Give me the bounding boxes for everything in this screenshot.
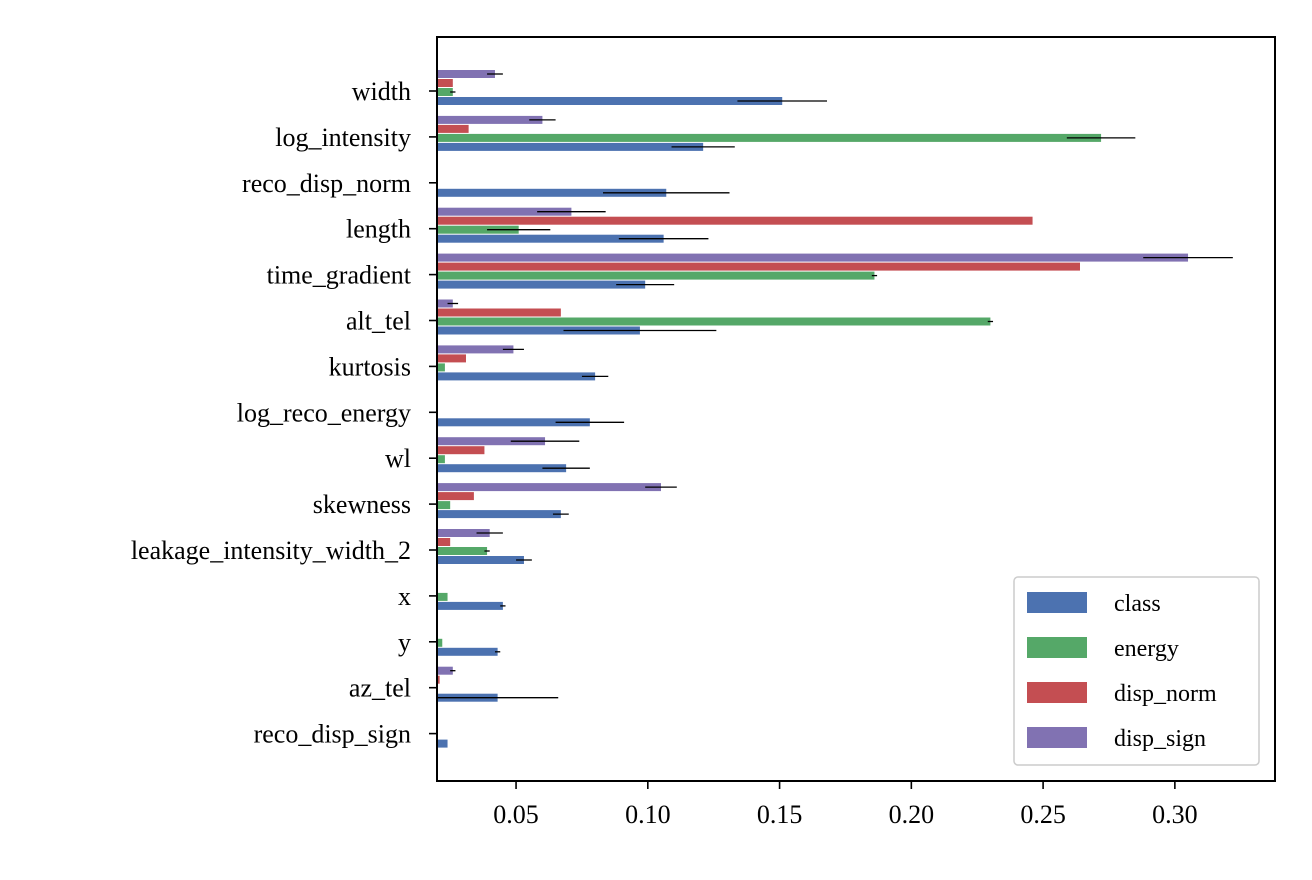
y-tick-label-leakage_intensity_width_2: leakage_intensity_width_2 [131,536,411,565]
bar-class-wl [437,464,567,473]
bar-disp_norm-az_tel [437,675,440,684]
bar-disp_norm-alt_tel [437,308,561,317]
y-tick-label-log_intensity: log_intensity [275,123,411,152]
y-tick-label-y: y [398,628,411,657]
y-tick-label-kurtosis: kurtosis [329,352,411,381]
y-tick-label-alt_tel: alt_tel [346,307,411,336]
bar-disp_sign-width [437,70,495,78]
bar-energy-x [437,592,448,601]
bars-layer [437,70,1189,748]
bar-disp_norm-log_intensity [437,124,469,133]
bar-disp_sign-az_tel [437,666,453,675]
bar-disp_norm-kurtosis [437,354,466,363]
y-tick-label-az_tel: az_tel [349,674,411,703]
bar-energy-skewness [437,501,451,510]
bar-disp_sign-time_gradient [437,253,1189,262]
y-tick-label-time_gradient: time_gradient [267,261,412,290]
bar-energy-length [437,225,519,234]
legend-label-energy: energy [1114,636,1179,662]
bar-disp_sign-alt_tel [437,299,453,308]
bar-class-length [437,234,664,243]
x-tick-label: 0.15 [757,800,803,829]
bar-disp_sign-leakage_intensity_width_2 [437,529,490,537]
bar-class-kurtosis [437,372,596,381]
bar-energy-kurtosis [437,363,445,372]
bar-disp_sign-log_intensity [437,115,543,124]
legend-swatch-class [1027,592,1087,613]
bar-class-reco_disp_norm [437,188,667,197]
x-tick-label: 0.10 [625,800,671,829]
plot-frame [436,36,1276,782]
bar-energy-time_gradient [437,271,875,280]
legend: class energy disp_norm disp_sign [1013,576,1260,766]
legend-label-class: class [1114,591,1161,617]
bar-energy-width [437,88,453,96]
bar-class-time_gradient [437,280,646,289]
bar-disp_norm-length [437,216,1033,225]
x-tick-label: 0.20 [889,800,935,829]
legend-label-disp_sign: disp_sign [1114,726,1206,752]
bar-disp_sign-skewness [437,483,661,492]
y-tick-label-reco_disp_norm: reco_disp_norm [242,169,411,198]
bar-class-log_reco_energy [437,418,590,427]
bar-energy-y [437,638,443,647]
bar-energy-leakage_intensity_width_2 [437,547,488,555]
bar-disp_norm-wl [437,446,485,455]
legend-label-disp_norm: disp_norm [1114,681,1217,707]
y-tick-label-width: width [352,77,411,106]
x-tick-label: 0.25 [1020,800,1066,829]
bar-disp_norm-leakage_intensity_width_2 [437,538,451,546]
legend-box [1013,576,1260,766]
bar-class-reco_disp_sign [437,739,448,748]
bar-energy-alt_tel [437,317,991,326]
y-tick-label-length: length [346,215,411,244]
x-axis: 0.05 0.10 0.15 0.20 0.25 0.30 [493,781,1198,829]
bar-disp_norm-time_gradient [437,262,1080,271]
bar-disp_norm-width [437,79,453,87]
legend-swatch-disp_norm [1027,682,1087,703]
y-tick-label-x: x [398,582,411,611]
bar-disp_sign-kurtosis [437,345,514,354]
bar-class-x [437,601,503,610]
bar-energy-wl [437,455,445,464]
y-tick-label-wl: wl [385,444,411,473]
bar-energy-log_intensity [437,133,1102,142]
bar-class-leakage_intensity_width_2 [437,556,524,564]
legend-swatch-energy [1027,637,1087,658]
error-bars-layer [437,73,1233,699]
legend-swatch-disp_sign [1027,727,1087,748]
bar-class-log_intensity [437,142,704,151]
bar-class-skewness [437,510,561,519]
bar-class-y [437,647,498,656]
bar-disp_sign-wl [437,437,546,446]
y-tick-label-skewness: skewness [313,490,411,519]
bar-disp_sign-length [437,207,572,216]
bar-class-alt_tel [437,326,640,335]
bar-disp_norm-skewness [437,492,474,501]
x-tick-label: 0.30 [1152,800,1198,829]
x-tick-label: 0.05 [493,800,539,829]
y-tick-label-log_reco_energy: log_reco_energy [237,398,411,427]
y-tick-label-reco_disp_sign: reco_disp_sign [254,720,411,749]
bar-class-width [437,97,783,105]
